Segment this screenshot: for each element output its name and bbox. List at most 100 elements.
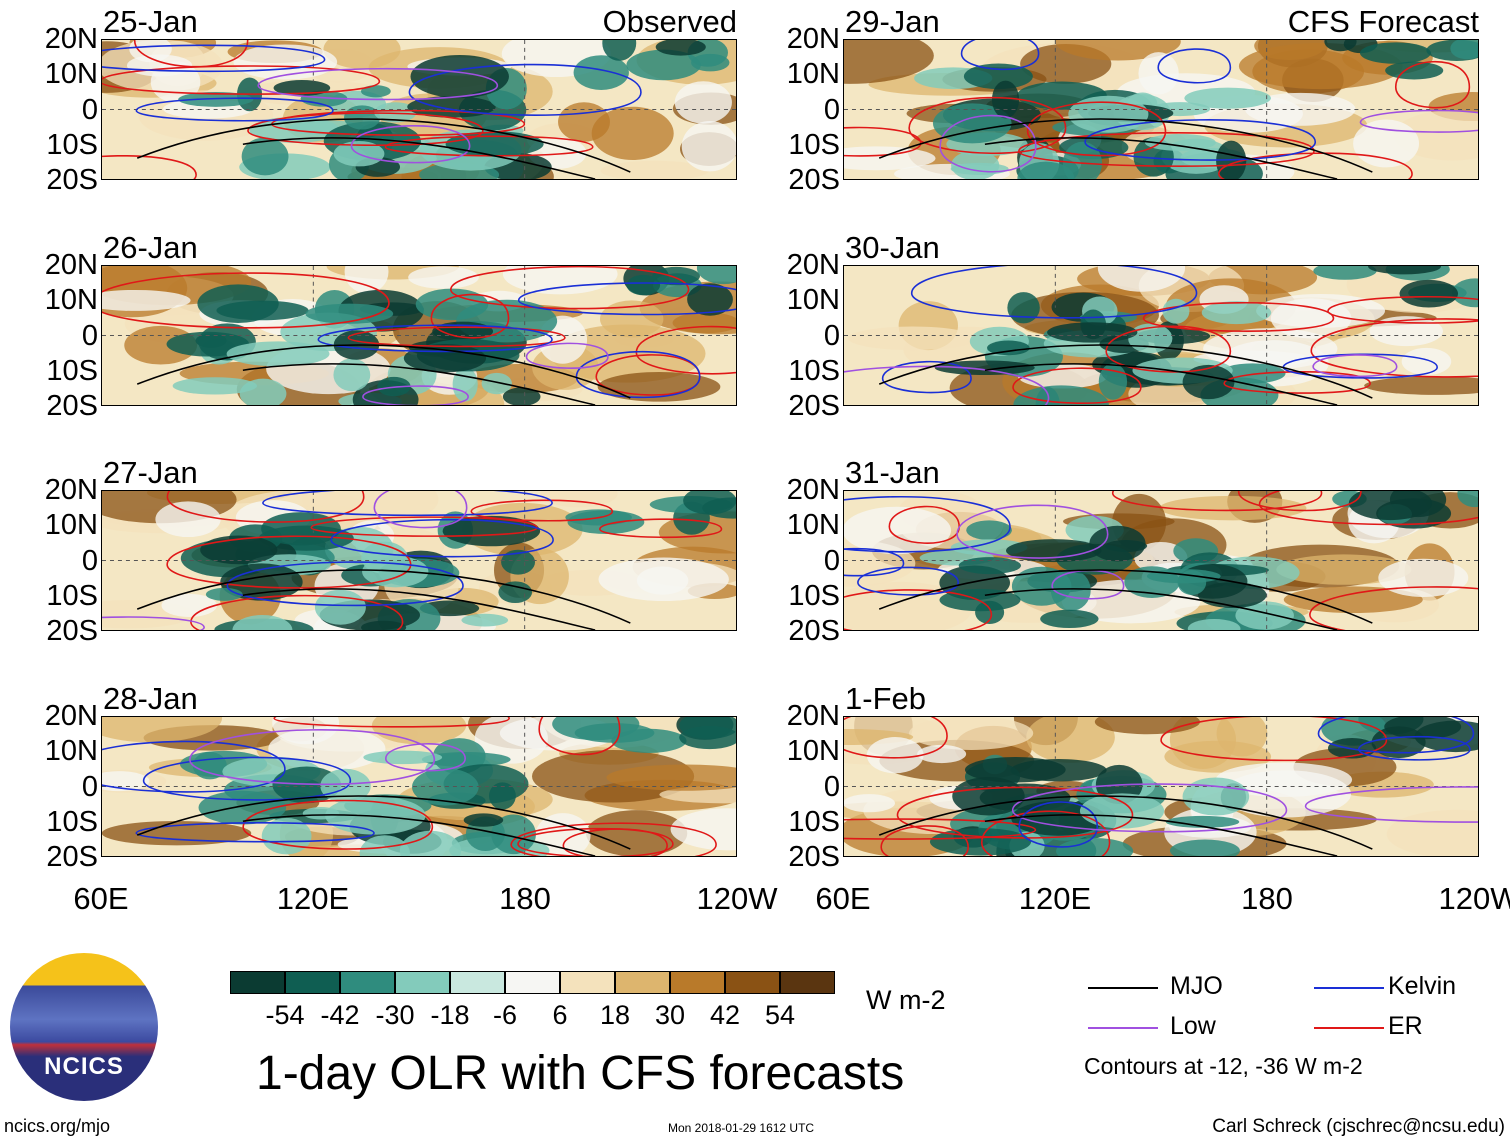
legend-line-low bbox=[1088, 1027, 1158, 1029]
olr-field bbox=[102, 40, 736, 179]
x-tick-label: 120W bbox=[696, 881, 778, 916]
olr-anomaly-blob bbox=[597, 372, 721, 402]
olr-anomaly-blob bbox=[540, 491, 618, 508]
wave-contour bbox=[1304, 786, 1478, 823]
ncics-logo: NCICS bbox=[10, 953, 158, 1101]
wave-contour bbox=[449, 266, 690, 310]
olr-anomaly-blob bbox=[574, 723, 655, 743]
y-tick-label: 10N bbox=[44, 509, 98, 542]
olr-anomaly-blob bbox=[1017, 161, 1075, 179]
x-tick-label: 120E bbox=[1018, 881, 1092, 916]
olr-anomaly-blob bbox=[239, 378, 287, 405]
wave-contour bbox=[881, 360, 972, 394]
olr-anomaly-blob bbox=[683, 491, 736, 515]
y-tick-label: 20S bbox=[788, 615, 840, 647]
wave-contour bbox=[1011, 783, 1288, 833]
y-tick-label: 10N bbox=[786, 58, 840, 91]
wave-contour bbox=[102, 616, 205, 630]
olr-anomaly-blob bbox=[481, 372, 512, 395]
olr-anomaly-blob bbox=[488, 782, 516, 810]
mjo-contour bbox=[878, 118, 1373, 179]
olr-anomaly-blob bbox=[172, 377, 258, 395]
olr-anomaly-blob bbox=[161, 593, 217, 618]
olr-anomaly-blob bbox=[1182, 364, 1235, 400]
olr-anomaly-blob bbox=[958, 557, 1021, 575]
y-tick-label: 20N bbox=[44, 700, 98, 732]
olr-anomaly-blob bbox=[932, 103, 1012, 144]
wave-contour bbox=[430, 293, 510, 339]
olr-anomaly-blob bbox=[964, 757, 1066, 783]
wave-contour bbox=[330, 518, 554, 558]
mjo-contour bbox=[136, 118, 631, 179]
olr-anomaly-blob bbox=[1047, 322, 1138, 343]
olr-anomaly-blob bbox=[681, 121, 736, 172]
legend-label: ER bbox=[1388, 1012, 1423, 1040]
wave-contour bbox=[166, 491, 365, 523]
olr-field bbox=[844, 491, 1478, 630]
panel-corner-label: Observed bbox=[602, 4, 737, 39]
olr-anomaly-blob bbox=[399, 830, 462, 856]
wave-contour bbox=[1111, 491, 1323, 512]
olr-anomaly-blob bbox=[178, 91, 254, 107]
wave-contour bbox=[844, 365, 1050, 405]
olr-anomaly-blob bbox=[1198, 582, 1267, 608]
olr-anomaly-blob bbox=[909, 717, 1034, 750]
colorbar-tick-label: -30 bbox=[375, 1000, 415, 1030]
y-tick-label: 20N bbox=[786, 249, 840, 281]
legend-label: Kelvin bbox=[1388, 972, 1457, 1000]
wave-contour bbox=[102, 44, 326, 73]
olr-anomaly-blob bbox=[344, 105, 381, 130]
olr-anomaly-blob bbox=[261, 817, 312, 855]
wave-contour bbox=[102, 740, 286, 793]
wave-contour bbox=[1237, 491, 1362, 512]
wave-contour bbox=[385, 743, 466, 772]
olr-anomaly-blob bbox=[670, 808, 736, 851]
olr-anomaly-blob bbox=[410, 54, 509, 99]
olr-anomaly-blob bbox=[408, 266, 479, 289]
y-tick-label: 10N bbox=[44, 58, 98, 91]
olr-anomaly-blob bbox=[241, 137, 289, 176]
wave-contour bbox=[635, 325, 736, 375]
olr-anomaly-blob bbox=[1187, 618, 1241, 630]
olr-anomaly-blob bbox=[600, 160, 709, 179]
legend-label: MJO bbox=[1170, 972, 1223, 1000]
olr-field bbox=[844, 266, 1478, 405]
wave-contour bbox=[273, 717, 510, 728]
wave-contour bbox=[844, 547, 905, 577]
colorbar-swatch bbox=[230, 971, 285, 994]
colorbar-swatch bbox=[780, 971, 835, 994]
wave-contour bbox=[1026, 101, 1167, 157]
olr-anomaly-blob bbox=[1182, 777, 1250, 816]
y-tick-label: 0 bbox=[81, 319, 98, 352]
map-panel bbox=[101, 490, 737, 631]
olr-anomaly-blob bbox=[844, 794, 895, 813]
wave-contour bbox=[226, 561, 464, 607]
wave-contour bbox=[1357, 735, 1471, 761]
olr-anomaly-blob bbox=[844, 581, 973, 630]
olr-anomaly-blob bbox=[1184, 87, 1271, 109]
y-tick-label: 20N bbox=[44, 249, 98, 281]
olr-anomaly-blob bbox=[1348, 491, 1432, 521]
olr-anomaly-blob bbox=[452, 367, 478, 402]
panel-date-label: 27-Jan bbox=[103, 455, 198, 490]
y-tick-label: 20S bbox=[46, 841, 98, 873]
olr-anomaly-blob bbox=[445, 131, 544, 157]
olr-anomaly-blob bbox=[844, 146, 936, 171]
colorbar-swatch bbox=[725, 971, 780, 994]
olr-anomaly-blob bbox=[1276, 554, 1412, 585]
legend-line-kelvin bbox=[1314, 987, 1384, 989]
olr-anomaly-blob bbox=[1165, 815, 1240, 828]
panel-date-label: 30-Jan bbox=[845, 230, 940, 265]
olr-anomaly-blob bbox=[599, 300, 664, 338]
olr-anomaly-blob bbox=[591, 106, 674, 161]
wave-contour bbox=[844, 589, 993, 630]
y-tick-label: 10N bbox=[786, 284, 840, 317]
y-tick-label: 10S bbox=[46, 354, 98, 387]
wave-contour bbox=[844, 818, 1037, 840]
olr-field bbox=[102, 266, 736, 405]
colorbar-tick-label: 18 bbox=[599, 1000, 631, 1030]
y-tick-label: 0 bbox=[823, 93, 840, 126]
olr-field bbox=[102, 717, 736, 856]
wave-contour bbox=[347, 326, 566, 348]
mjo-contour bbox=[136, 569, 631, 630]
